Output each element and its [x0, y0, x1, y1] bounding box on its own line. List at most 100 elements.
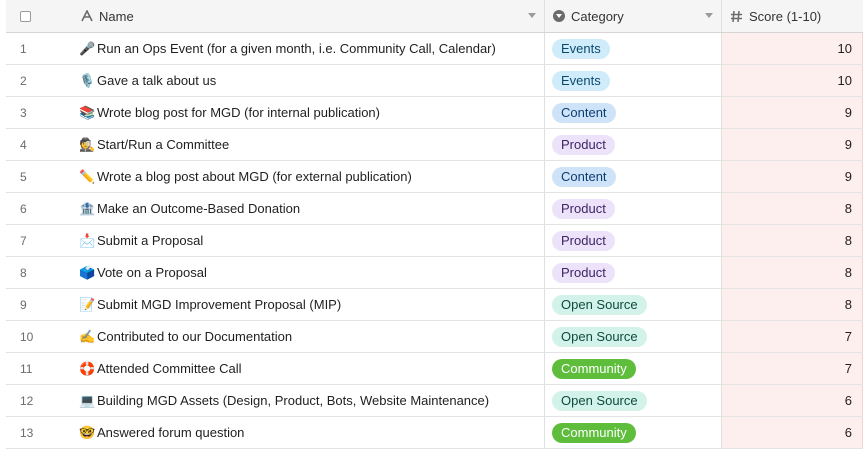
table-row[interactable]: 2 🎙️ Gave a talk about us Events 10	[6, 65, 863, 97]
name-cell[interactable]: 📚 Wrote blog post for MGD (for internal p…	[73, 97, 545, 128]
name-cell[interactable]: 📝 Submit MGD Improvement Proposal (MIP)	[73, 289, 545, 320]
select-all-checkbox[interactable]	[20, 10, 31, 22]
table-row[interactable]: 13 🤓 Answered forum question Community 6	[6, 417, 863, 449]
row-emoji-icon: 🛟	[79, 360, 96, 376]
score-cell[interactable]: 6	[722, 417, 863, 448]
name-text: Wrote blog post for MGD (for internal pu…	[97, 105, 380, 120]
category-tag: Content	[552, 102, 616, 123]
category-tag: Open Source	[552, 390, 647, 411]
category-tag: Content	[552, 166, 616, 187]
category-cell[interactable]: Community	[545, 417, 722, 448]
column-header-name[interactable]: Name	[73, 0, 545, 32]
score-value: 10	[837, 41, 852, 56]
table-row[interactable]: 8 🗳️ Vote on a Proposal Product 8	[6, 257, 863, 289]
row-number: 7	[20, 233, 27, 248]
row-emoji-icon: 🏦	[79, 200, 96, 216]
row-number: 2	[20, 73, 27, 88]
row-emoji-icon: 🎤	[79, 40, 96, 56]
category-cell[interactable]: Open Source	[545, 289, 722, 320]
name-text: Vote on a Proposal	[97, 265, 207, 280]
chevron-down-icon[interactable]	[528, 13, 536, 18]
name-cell[interactable]: 💻 Building MGD Assets (Design, Product, B…	[73, 385, 545, 416]
category-cell[interactable]: Events	[545, 33, 722, 64]
name-text: Gave a talk about us	[97, 73, 217, 88]
score-cell[interactable]: 8	[722, 289, 863, 320]
category-cell[interactable]: Product	[545, 225, 722, 256]
column-header-category[interactable]: Category	[545, 0, 722, 32]
table-row[interactable]: 1 🎤 Run an Ops Event (for a given month, i…	[6, 33, 863, 65]
category-cell[interactable]: Content	[545, 97, 722, 128]
name-cell[interactable]: 🕵️ Start/Run a Committee	[73, 129, 545, 160]
table-row[interactable]: 7 📩 Submit a Proposal Product 8	[6, 225, 863, 257]
score-value: 9	[844, 169, 852, 184]
score-value: 9	[844, 105, 852, 120]
score-cell[interactable]: 10	[722, 33, 863, 64]
name-cell[interactable]: ✍️ Contributed to our Documentation	[73, 321, 545, 352]
score-cell[interactable]: 7	[722, 353, 863, 384]
category-cell[interactable]: Product	[545, 129, 722, 160]
category-tag: Product	[552, 262, 615, 283]
select-all-cell[interactable]	[6, 0, 73, 32]
table-row[interactable]: 5 ✏️ Wrote a blog post about MGD (for exte…	[6, 161, 863, 193]
number-hash-icon	[730, 10, 743, 23]
table-row[interactable]: 9 📝 Submit MGD Improvement Proposal (MIP) O…	[6, 289, 863, 321]
score-cell[interactable]: 6	[722, 385, 863, 416]
row-number: 6	[20, 201, 27, 216]
name-text: Attended Committee Call	[97, 361, 242, 376]
name-text: Make an Outcome-Based Donation	[97, 201, 301, 216]
name-text: Building MGD Assets (Design, Product, Bo…	[97, 393, 490, 408]
chevron-down-icon[interactable]	[705, 13, 713, 18]
category-cell[interactable]: Open Source	[545, 385, 722, 416]
category-cell[interactable]: Content	[545, 161, 722, 192]
category-cell[interactable]: Product	[545, 257, 722, 288]
category-tag: Community	[552, 358, 636, 379]
row-emoji-icon: 💻	[79, 392, 96, 408]
category-cell[interactable]: Open Source	[545, 321, 722, 352]
name-cell[interactable]: 📩 Submit a Proposal	[73, 225, 545, 256]
category-tag: Open Source	[552, 294, 647, 315]
name-cell[interactable]: 🎤 Run an Ops Event (for a given month, i.…	[73, 33, 545, 64]
name-cell[interactable]: 🤓 Answered forum question	[73, 417, 545, 448]
table-row[interactable]: 12 💻 Building MGD Assets (Design, Product,…	[6, 385, 863, 417]
row-emoji-icon: 🎙️	[79, 72, 96, 88]
header-row: Name Category Score (1-10)	[6, 0, 863, 33]
name-cell[interactable]: 🏦 Make an Outcome-Based Donation	[73, 193, 545, 224]
table-row[interactable]: 3 📚 Wrote blog post for MGD (for internal …	[6, 97, 863, 129]
row-emoji-icon: 🤓	[79, 424, 96, 440]
row-number: 10	[20, 329, 34, 344]
score-cell[interactable]: 8	[722, 257, 863, 288]
name-cell[interactable]: ✏️ Wrote a blog post about MGD (for exter…	[73, 161, 545, 192]
name-cell[interactable]: 🗳️ Vote on a Proposal	[73, 257, 545, 288]
category-cell[interactable]: Community	[545, 353, 722, 384]
column-header-name-label: Name	[99, 8, 134, 24]
name-cell[interactable]: 🛟 Attended Committee Call	[73, 353, 545, 384]
row-number: 11	[20, 361, 33, 376]
score-value: 7	[844, 361, 852, 376]
category-cell[interactable]: Events	[545, 65, 722, 96]
row-emoji-icon: 🕵️	[79, 136, 96, 152]
name-cell[interactable]: 🎙️ Gave a talk about us	[73, 65, 545, 96]
row-number: 9	[20, 297, 27, 312]
row-emoji-icon: ✏️	[79, 168, 96, 184]
category-tag: Events	[552, 70, 610, 91]
score-cell[interactable]: 9	[722, 97, 863, 128]
table-row[interactable]: 4 🕵️ Start/Run a Committee Product 9	[6, 129, 863, 161]
text-field-icon	[81, 10, 93, 22]
score-cell[interactable]: 10	[722, 65, 863, 96]
table-row[interactable]: 6 🏦 Make an Outcome-Based Donation Product 8	[6, 193, 863, 225]
table-row[interactable]: 11 🛟 Attended Committee Call Community 7	[6, 353, 863, 385]
score-cell[interactable]: 8	[722, 193, 863, 224]
score-value: 8	[844, 233, 852, 248]
table-row[interactable]: 10 ✍️ Contributed to our Documentation Open…	[6, 321, 863, 353]
score-cell[interactable]: 7	[722, 321, 863, 352]
column-header-score-label: Score (1-10)	[749, 8, 822, 24]
row-number: 3	[20, 105, 27, 120]
column-header-score[interactable]: Score (1-10)	[722, 0, 863, 32]
score-cell[interactable]: 9	[722, 129, 863, 160]
score-cell[interactable]: 8	[722, 225, 863, 256]
category-cell[interactable]: Product	[545, 193, 722, 224]
score-cell[interactable]: 9	[722, 161, 863, 192]
score-value: 10	[837, 73, 852, 88]
category-tag: Events	[552, 38, 610, 59]
row-emoji-icon: 🗳️	[79, 264, 96, 280]
